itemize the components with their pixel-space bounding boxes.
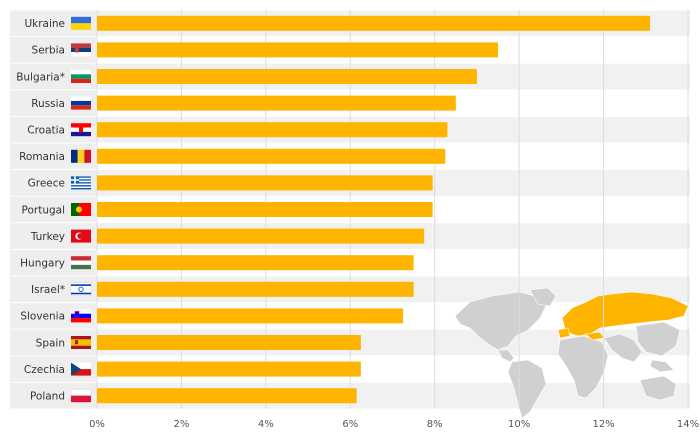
bar-israel [97,281,414,297]
slovenia-flag [71,309,91,323]
north-america-shape [454,291,547,351]
east-asia-shape [635,321,681,357]
category-label: Slovenia [20,311,65,323]
central-america-shape [497,349,515,363]
world-map-inset [454,287,689,419]
serbia-flag [71,43,91,57]
x-tick-label: 2% [173,419,189,430]
bar-portugal [97,202,433,217]
category-label: Russia [31,98,65,110]
bar-russia [97,95,456,111]
flags [70,16,92,403]
category-label: Hungary [20,258,65,270]
bar-turkey [97,228,425,244]
bar-slovenia [97,308,404,324]
romania-flag [71,149,91,163]
russia-flag [71,96,91,110]
bar-romania [97,148,446,164]
x-axis-ticks: 0% 2% 4% 6% 8% 10% 12% 14% [89,419,699,430]
bar-hungary [97,255,414,271]
portugal-flag [71,203,91,216]
bar-czechia [97,361,361,377]
greece-flag [71,176,91,190]
category-label: Bulgaria* [16,71,65,83]
x-tick-label: 8% [427,419,443,430]
category-label: Poland [30,391,65,403]
category-label: Spain [36,337,65,349]
x-tick-label: 6% [342,419,358,430]
category-label: Croatia [27,125,65,137]
category-label: Israel* [31,284,65,296]
southeast-asia-shape [649,359,675,373]
bar-spain [97,335,361,350]
category-label: Romania [19,151,65,163]
category-label: Czechia [24,364,65,376]
poland-flag [70,388,92,403]
south-america-shape [507,359,547,419]
x-tick-label: 14% [677,419,699,430]
turkey-flag [71,229,91,243]
australia-shape [639,375,677,401]
bar-bulgaria [97,69,477,84]
czechia-flag [71,362,91,376]
x-tick-label: 10% [508,419,530,430]
category-label: Greece [28,178,65,190]
croatia-flag [71,123,91,137]
middle-east-shape [603,333,643,363]
greenland-shape [529,287,557,307]
x-tick-label: 12% [592,419,614,430]
africa-shape [557,335,609,399]
bars [97,15,651,404]
x-tick-label: 4% [258,419,274,430]
bar-serbia [97,42,499,58]
category-label: Turkey [30,231,65,243]
category-label: Serbia [32,45,65,57]
iberia-shape [557,327,571,339]
category-label: Ukraine [24,18,65,30]
bar-poland [97,388,357,404]
category-labels: Ukraine Serbia Bulgaria* Russia Croatia Roman… [16,18,65,402]
israel-flag [70,282,92,297]
category-label: Portugal [22,204,66,216]
x-tick-label: 0% [89,419,105,430]
bar-greece [97,175,433,191]
bar-croatia [97,122,448,138]
bar-ukraine [97,15,651,31]
spain-flag [71,336,91,349]
ukraine-flag [71,16,91,30]
bulgaria-flag [71,70,91,83]
hungary-flag [71,256,91,270]
